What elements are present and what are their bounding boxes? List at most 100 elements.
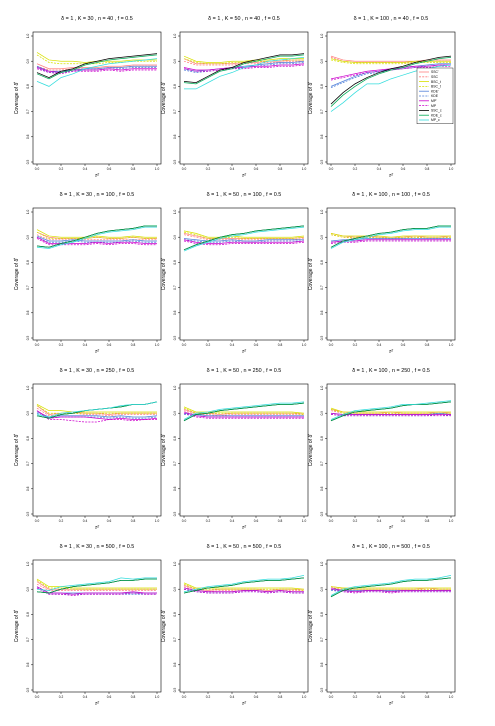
legend-label: KDE_c (431, 113, 442, 117)
y-tick-label: 0.7 (173, 109, 177, 114)
x-tick-label: 0.6 (107, 167, 112, 171)
y-tick-label: 0.5 (320, 512, 324, 517)
x-tick-label: 0.0 (329, 519, 334, 523)
x-tick-label: 1.0 (449, 695, 454, 699)
x-tick-label: 0.6 (254, 167, 259, 171)
x-tick-label: 1.0 (449, 519, 454, 523)
x-tick-label: 0.6 (401, 695, 406, 699)
x-tick-label: 0.2 (353, 343, 358, 347)
chart-title: δ = 1 , K = 50 , n = 500 , f = 0.5 (207, 544, 282, 550)
series-line-mp- (36, 587, 157, 596)
x-tick-label: 0.0 (35, 167, 40, 171)
x-tick-label: 0.0 (329, 343, 334, 347)
y-tick-label: 0.5 (173, 160, 177, 165)
plot-frame (32, 559, 162, 693)
plot-frame (326, 31, 456, 165)
chart-panel: δ = 1 , K = 100 , n = 100 , f = 0.5 Cover… (308, 192, 456, 355)
x-tick-label: 0.6 (254, 343, 259, 347)
series-line-mp-c (184, 57, 305, 90)
series-line-mp (330, 412, 451, 415)
y-tick-label: 1.0 (320, 386, 324, 391)
x-tick-label: 0.0 (182, 519, 187, 523)
series-line-ssc-c (330, 55, 452, 105)
chart-panel: δ = 1 , K = 50 , n = 40 , f = 0.5 Coverag… (161, 16, 309, 179)
series-line-ssc-c (330, 577, 452, 598)
series-line-kde-c (330, 401, 452, 422)
chart-title: δ = 1 , K = 50 , n = 250 , f = 0.5 (207, 368, 282, 374)
x-tick-label: 0.2 (206, 167, 211, 171)
series-line-mp (36, 236, 157, 244)
plot-frame (326, 207, 456, 341)
y-tick-label: 1.0 (320, 210, 324, 215)
y-tick-label: 0.6 (26, 310, 30, 315)
chart-panel: δ = 1 , K = 100 , n = 500 , f = 0.5 Cover… (308, 544, 456, 707)
x-tick-label: 0.6 (401, 343, 406, 347)
series-line-bsc- (330, 587, 451, 590)
x-tick-label: 0.0 (329, 695, 334, 699)
series-line-mp (36, 67, 157, 73)
chart-panel: δ = 1 , K = 50 , n = 500 , f = 0.5 Covera… (161, 544, 309, 707)
y-tick-label: 1.0 (26, 210, 30, 215)
series-line-bsc (330, 233, 451, 238)
plot-frame (179, 31, 309, 165)
x-tick-label: 0.8 (278, 343, 283, 347)
series-line-mp- (330, 414, 451, 417)
y-tick-label: 0.5 (320, 160, 324, 165)
x-tick-label: 0.8 (425, 695, 430, 699)
x-tick-label: 0.0 (182, 343, 187, 347)
series-line-bsc- (36, 231, 157, 239)
chart-title: δ = 1 , K = 100 , n = 100 , f = 0.5 (352, 192, 430, 198)
series-line-ssc-c (330, 401, 452, 422)
y-tick-label: 0.8 (173, 612, 177, 617)
series-line-mp (36, 586, 157, 595)
x-tick-label: 1.0 (155, 343, 160, 347)
series-line-bsc- (183, 231, 305, 239)
series-line-ssc- (36, 583, 157, 591)
x-axis-label: τ² (242, 525, 246, 531)
x-tick-label: 0.8 (425, 167, 430, 171)
x-tick-label: 0.4 (230, 695, 235, 699)
x-tick-label: 0.4 (83, 343, 88, 347)
series-line-bsc (36, 229, 157, 238)
series-line-ssc-c (183, 53, 305, 84)
series-line-kde (183, 238, 304, 242)
y-tick-label: 0.5 (26, 336, 30, 341)
y-axis-label: Coverage of δ̂' (308, 434, 314, 466)
x-tick-label: 0.6 (107, 343, 112, 347)
y-tick-label: 0.7 (26, 461, 30, 466)
series-line-mp (36, 410, 158, 420)
x-tick-label: 0.6 (254, 695, 259, 699)
series-line-bsc (36, 578, 157, 589)
y-tick-label: 0.8 (26, 436, 30, 441)
series-line-mp (183, 63, 305, 71)
x-tick-label: 0.4 (83, 695, 88, 699)
chart-title: δ = 1 , K = 30 , n = 250 , f = 0.5 (60, 368, 135, 374)
series-line-bsc (330, 586, 451, 589)
x-tick-label: 0.4 (377, 343, 382, 347)
y-tick-label: 1.0 (320, 34, 324, 39)
series-line-kde-c (183, 577, 305, 594)
x-tick-label: 1.0 (155, 695, 160, 699)
y-tick-label: 0.9 (26, 59, 30, 64)
x-tick-label: 0.2 (206, 519, 211, 523)
chart-title: δ = 1 , K = 30 , n = 100 , f = 0.5 (60, 192, 135, 198)
y-tick-label: 0.8 (26, 260, 30, 265)
series-line-kde-c (183, 54, 305, 85)
series-line-ssc- (183, 60, 304, 66)
x-tick-label: 0.0 (35, 695, 40, 699)
x-tick-label: 0.0 (35, 343, 40, 347)
x-tick-label: 0.6 (401, 519, 406, 523)
legend-label: MP (431, 104, 437, 108)
y-tick-label: 1.0 (173, 210, 177, 215)
series-line-bsc (183, 582, 305, 590)
chart-panel: δ = 1 , K = 100 , n = 250 , f = 0.5 Cover… (308, 368, 456, 531)
x-axis-label: τ² (389, 173, 393, 179)
plot-frame (326, 383, 456, 517)
y-tick-label: 0.6 (173, 486, 177, 491)
x-tick-label: 0.8 (131, 519, 136, 523)
x-axis-label: τ² (389, 701, 393, 707)
y-tick-label: 1.0 (320, 562, 324, 567)
y-tick-label: 0.8 (26, 84, 30, 89)
x-tick-label: 1.0 (302, 695, 307, 699)
legend-label: SSC (431, 75, 439, 79)
